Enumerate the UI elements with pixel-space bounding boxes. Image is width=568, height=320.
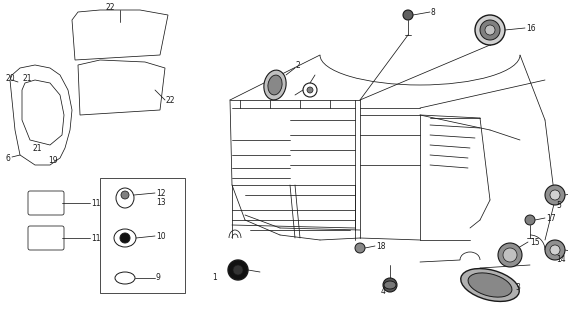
Ellipse shape xyxy=(384,281,396,289)
Circle shape xyxy=(485,25,495,35)
Text: 11: 11 xyxy=(91,198,101,207)
Circle shape xyxy=(545,240,565,260)
Text: 14: 14 xyxy=(556,255,566,265)
Text: 1: 1 xyxy=(212,274,217,283)
Text: 18: 18 xyxy=(376,242,386,251)
Circle shape xyxy=(383,278,397,292)
Ellipse shape xyxy=(264,70,286,100)
Circle shape xyxy=(120,233,130,243)
Text: 20: 20 xyxy=(5,74,15,83)
Circle shape xyxy=(550,245,560,255)
Text: 22: 22 xyxy=(105,3,115,12)
Ellipse shape xyxy=(468,273,512,297)
Circle shape xyxy=(475,15,505,45)
Text: 15: 15 xyxy=(530,237,540,246)
Circle shape xyxy=(545,185,565,205)
Circle shape xyxy=(228,260,248,280)
Text: 10: 10 xyxy=(156,231,166,241)
Text: 21: 21 xyxy=(22,74,31,83)
Text: 3: 3 xyxy=(515,284,520,292)
Text: 12: 12 xyxy=(156,188,165,197)
Text: 2: 2 xyxy=(296,60,300,69)
Text: 5: 5 xyxy=(556,201,561,210)
Text: 13: 13 xyxy=(156,197,166,206)
Circle shape xyxy=(403,10,413,20)
Circle shape xyxy=(307,87,313,93)
Ellipse shape xyxy=(268,75,282,95)
Text: 16: 16 xyxy=(526,23,536,33)
Text: 9: 9 xyxy=(156,274,161,283)
Text: 21: 21 xyxy=(32,143,41,153)
Circle shape xyxy=(233,265,243,275)
Text: 4: 4 xyxy=(381,287,386,297)
Circle shape xyxy=(503,248,517,262)
Text: 19: 19 xyxy=(48,156,57,164)
Text: 22: 22 xyxy=(166,95,176,105)
Circle shape xyxy=(121,191,129,199)
Text: 6: 6 xyxy=(5,154,10,163)
Circle shape xyxy=(355,243,365,253)
Text: 11: 11 xyxy=(91,234,101,243)
Text: 8: 8 xyxy=(431,7,436,17)
Text: 7: 7 xyxy=(275,89,280,98)
Text: 17: 17 xyxy=(546,213,556,222)
Ellipse shape xyxy=(461,268,519,301)
Circle shape xyxy=(498,243,522,267)
Bar xyxy=(100,178,185,293)
Circle shape xyxy=(525,215,535,225)
Circle shape xyxy=(550,190,560,200)
Circle shape xyxy=(480,20,500,40)
